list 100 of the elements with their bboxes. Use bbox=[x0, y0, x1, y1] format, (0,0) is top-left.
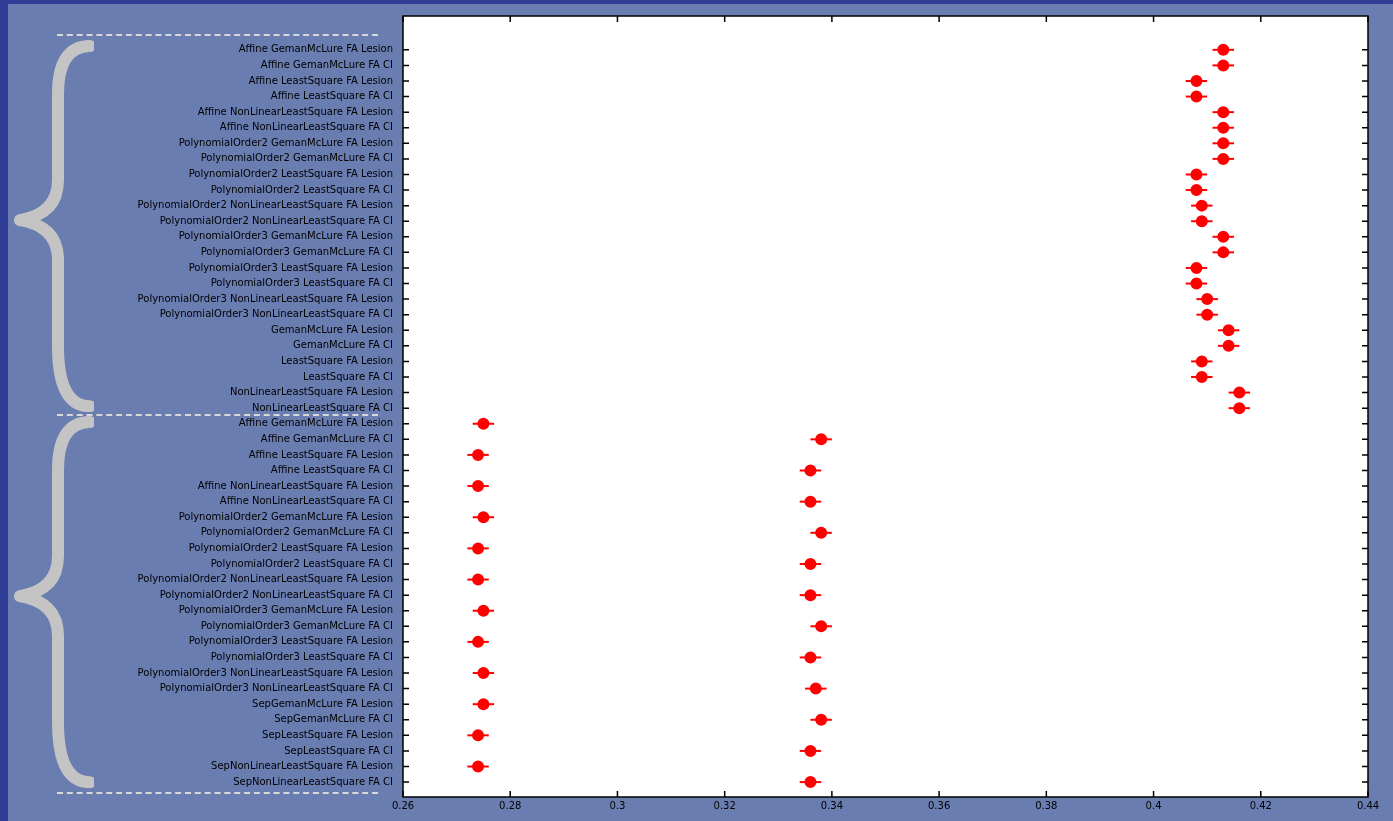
y-tick-label: SepNonLinearLeastSquare FA Lesion bbox=[211, 760, 393, 772]
y-tick-label: PolynomialOrder3 LeastSquare FA CI bbox=[210, 651, 393, 663]
point bbox=[1195, 371, 1208, 384]
y-tick-label: PolynomialOrder2 GemanMcLure FA CI bbox=[200, 152, 393, 164]
point bbox=[472, 729, 485, 742]
x-tick-label: 0.36 bbox=[927, 799, 951, 811]
y-tick-label: PolynomialOrder3 GemanMcLure FA Lesion bbox=[178, 604, 393, 616]
point bbox=[804, 589, 817, 602]
point bbox=[804, 495, 817, 508]
x-tick-label: 0.4 bbox=[1145, 799, 1162, 811]
y-tick-label: PolynomialOrder3 GemanMcLure FA Lesion bbox=[178, 230, 393, 242]
point bbox=[472, 542, 485, 555]
y-tick-label: GemanMcLure FA Lesion bbox=[270, 323, 393, 335]
point bbox=[1195, 215, 1208, 228]
y-tick-label: PolynomialOrder2 GemanMcLure FA Lesion bbox=[178, 510, 393, 522]
point bbox=[1217, 43, 1230, 56]
point bbox=[1217, 121, 1230, 134]
x-tick-label: 0.44 bbox=[1356, 799, 1380, 811]
point bbox=[472, 573, 485, 586]
point bbox=[1201, 293, 1214, 306]
point bbox=[1217, 59, 1230, 72]
point bbox=[804, 744, 817, 757]
y-tick-label: PolynomialOrder3 GemanMcLure FA CI bbox=[200, 619, 393, 631]
y-tick-label: Affine LeastSquare FA CI bbox=[270, 464, 393, 476]
y-tick-label: Affine GemanMcLure FA Lesion bbox=[238, 417, 393, 429]
point bbox=[1222, 339, 1235, 352]
y-tick-label: SepNonLinearLeastSquare FA CI bbox=[233, 775, 393, 787]
y-tick-label: Affine LeastSquare FA CI bbox=[270, 90, 393, 102]
y-tick-label: Affine LeastSquare FA Lesion bbox=[248, 448, 393, 460]
y-tick-label: LeastSquare FA Lesion bbox=[280, 355, 393, 367]
y-tick-label: Affine GemanMcLure FA CI bbox=[260, 432, 393, 444]
point bbox=[1190, 74, 1203, 87]
y-tick-label: NonLinearLeastSquare FA Lesion bbox=[229, 386, 393, 398]
point bbox=[1195, 355, 1208, 368]
point bbox=[477, 511, 490, 524]
y-tick-label: Affine LeastSquare FA Lesion bbox=[248, 74, 393, 86]
x-tick-label: 0.28 bbox=[499, 799, 522, 811]
point bbox=[815, 433, 828, 446]
y-tick-label: Affine NonLinearLeastSquare FA Lesion bbox=[197, 479, 393, 491]
point bbox=[477, 604, 490, 617]
y-tick-label: PolynomialOrder3 NonLinearLeastSquare FA CI bbox=[159, 682, 393, 694]
y-tick-label: Affine GemanMcLure FA Lesion bbox=[238, 43, 393, 55]
point bbox=[804, 651, 817, 664]
point bbox=[1190, 168, 1203, 181]
x-tick-label: 0.34 bbox=[820, 799, 844, 811]
y-tick-label: PolynomialOrder2 LeastSquare FA CI bbox=[210, 183, 393, 195]
y-tick-label: PolynomialOrder3 NonLinearLeastSquare FA Lesion bbox=[137, 666, 393, 678]
y-tick-label: PolynomialOrder3 NonLinearLeastSquare FA CI bbox=[159, 308, 393, 320]
y-tick-label: PolynomialOrder2 LeastSquare FA Lesion bbox=[188, 168, 393, 180]
point bbox=[1190, 261, 1203, 274]
y-tick-label: PolynomialOrder3 NonLinearLeastSquare FA Lesion bbox=[137, 292, 393, 304]
y-tick-label: PolynomialOrder2 LeastSquare FA CI bbox=[210, 557, 393, 569]
y-tick-label: PolynomialOrder2 NonLinearLeastSquare FA CI bbox=[159, 214, 393, 226]
y-tick-label: LeastSquare FA CI bbox=[303, 370, 393, 382]
point bbox=[804, 464, 817, 477]
point bbox=[1233, 402, 1246, 415]
point bbox=[1190, 277, 1203, 290]
y-tick-label: PolynomialOrder2 NonLinearLeastSquare FA Lesion bbox=[137, 573, 393, 585]
point bbox=[1190, 184, 1203, 197]
point bbox=[477, 417, 490, 430]
y-tick-label: PolynomialOrder3 LeastSquare FA CI bbox=[210, 277, 393, 289]
point bbox=[1190, 90, 1203, 103]
y-tick-label: PolynomialOrder2 LeastSquare FA Lesion bbox=[188, 541, 393, 553]
point bbox=[1217, 230, 1230, 243]
y-tick-label: PolynomialOrder3 LeastSquare FA Lesion bbox=[188, 261, 393, 273]
point bbox=[472, 760, 485, 773]
point bbox=[472, 635, 485, 648]
x-tick-label: 0.3 bbox=[609, 799, 626, 811]
y-tick-label: Affine NonLinearLeastSquare FA CI bbox=[219, 495, 393, 507]
y-tick-label: SepGemanMcLure FA CI bbox=[274, 713, 393, 725]
point bbox=[1217, 152, 1230, 165]
point bbox=[472, 480, 485, 493]
point bbox=[804, 557, 817, 570]
point bbox=[1217, 137, 1230, 150]
y-tick-label: PolynomialOrder2 NonLinearLeastSquare FA Lesion bbox=[137, 199, 393, 211]
y-tick-label: Affine NonLinearLeastSquare FA Lesion bbox=[197, 105, 393, 117]
point bbox=[815, 526, 828, 539]
y-tick-label: PolynomialOrder2 GemanMcLure FA Lesion bbox=[178, 136, 393, 148]
y-tick-label: PolynomialOrder3 GemanMcLure FA CI bbox=[200, 245, 393, 257]
y-tick-label: PolynomialOrder2 GemanMcLure FA CI bbox=[200, 526, 393, 538]
x-tick-label: 0.42 bbox=[1249, 799, 1272, 811]
y-tick-label: Affine NonLinearLeastSquare FA CI bbox=[219, 121, 393, 133]
y-tick-label: Affine GemanMcLure FA CI bbox=[260, 59, 393, 70]
point bbox=[1233, 386, 1246, 399]
point bbox=[1195, 199, 1208, 212]
point bbox=[1201, 308, 1214, 321]
point bbox=[809, 682, 822, 695]
y-tick-label: SepLeastSquare FA CI bbox=[284, 744, 393, 756]
point bbox=[815, 620, 828, 633]
point bbox=[804, 776, 817, 789]
y-tick-label: SepLeastSquare FA Lesion bbox=[262, 728, 393, 740]
x-tick-label: 0.38 bbox=[1035, 799, 1058, 811]
point bbox=[815, 713, 828, 726]
point bbox=[472, 448, 485, 461]
point bbox=[1217, 106, 1230, 119]
point bbox=[1222, 324, 1235, 337]
y-tick-label: NonLinearLeastSquare FA CI bbox=[252, 401, 393, 413]
y-tick-label: GemanMcLure FA CI bbox=[293, 339, 393, 351]
y-tick-label: SepGemanMcLure FA Lesion bbox=[252, 697, 393, 709]
x-tick-label: 0.26 bbox=[391, 799, 415, 811]
